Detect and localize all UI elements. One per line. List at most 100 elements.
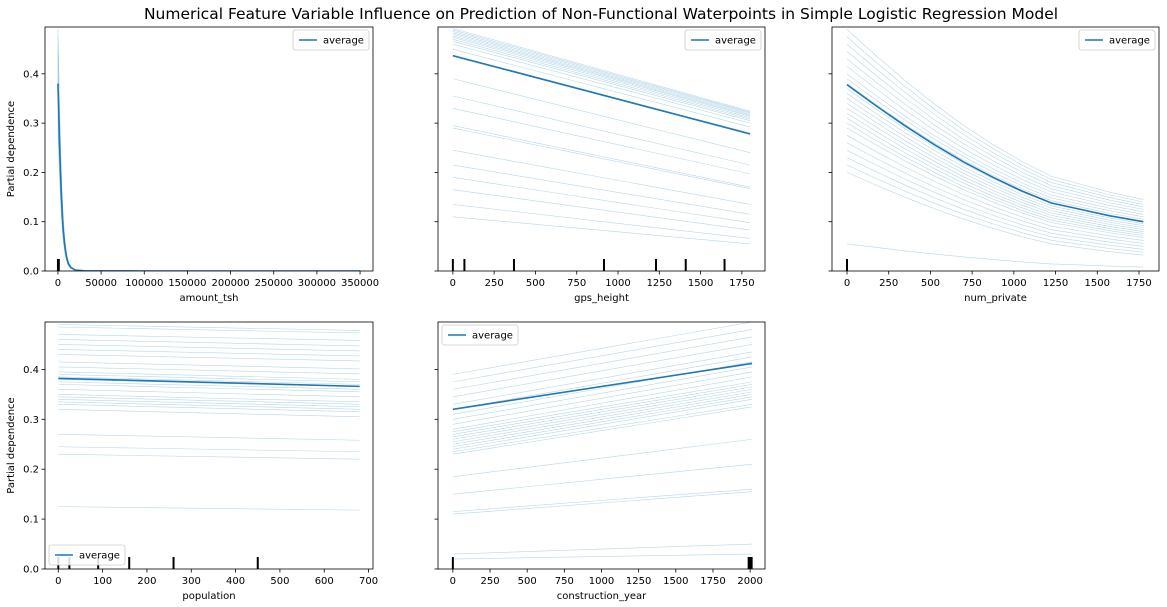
legend: average	[48, 544, 126, 566]
legend-frame	[684, 29, 762, 51]
subplot-population: 0 100 200 300 400 500 600 700 0.0 0.1 0.2 0.3 0.4 pop…	[6, 321, 378, 602]
ice-curve	[57, 113, 361, 271]
x-axis-label: num_private	[964, 293, 1027, 304]
ice-curve	[57, 103, 361, 271]
ice-curve	[452, 78, 751, 153]
ice-curve	[452, 376, 753, 430]
legend: average	[292, 29, 370, 51]
ice-curve	[57, 81, 361, 271]
ice-curve	[58, 453, 360, 460]
x-tick-label: 750	[555, 576, 574, 587]
ice-curve	[452, 189, 751, 231]
ice-curve	[57, 108, 361, 271]
x-tick-label: 350000	[341, 278, 379, 289]
y-tick-label: 0.1	[23, 515, 39, 526]
ice-curve	[452, 322, 753, 375]
ice-curve	[452, 543, 753, 555]
x-axis-label: gps_height	[574, 293, 629, 304]
ice-curve	[58, 409, 360, 418]
ice-curve	[452, 336, 753, 390]
subplots-grid: 0 50000 100000 150000 200000 250000 300000 3500…	[6, 26, 1160, 602]
legend-frame	[441, 324, 519, 346]
legend: average	[1078, 29, 1156, 51]
ice-curve	[452, 29, 751, 113]
ice-curve	[58, 396, 360, 405]
axes-frame	[44, 321, 374, 570]
ice-curve	[452, 396, 753, 448]
ice-curve	[846, 44, 1144, 205]
ice-curve	[452, 344, 753, 398]
x-tick-label: 500	[526, 278, 545, 289]
figure-title: Numerical Feature Variable Influence on …	[144, 5, 1058, 23]
x-tick-label: 1250	[626, 576, 651, 587]
ice-curve	[57, 59, 361, 271]
ice-curve	[846, 243, 1144, 268]
ice-curve	[846, 108, 1144, 230]
subplot-num_private: 0 250 500 750 1000 1250 1500 1750 num_private ave…	[828, 26, 1160, 304]
y-axis-label: Partial dependence	[6, 101, 17, 197]
ice-curve	[57, 44, 361, 271]
y-tick-label: 0.4	[23, 365, 39, 376]
y-tick-label: 0.0	[23, 267, 39, 278]
x-tick-label: 0	[450, 576, 456, 587]
x-tick-label: 100	[93, 576, 112, 587]
ice-curve	[452, 351, 753, 405]
x-tick-label: 700	[359, 576, 378, 587]
average-line	[58, 377, 360, 388]
x-tick-label: 500	[518, 576, 537, 587]
ice-curve	[57, 54, 361, 271]
ice-curve	[452, 438, 753, 477]
ice-curve	[846, 103, 1144, 228]
x-tick-label: 1500	[688, 278, 713, 289]
ice-curve	[57, 123, 361, 271]
ice-curve	[58, 324, 360, 331]
x-tick-label: 100000	[125, 278, 163, 289]
x-tick-label: 200000	[211, 278, 249, 289]
y-tick-label: 0.2	[23, 168, 39, 179]
average-line	[452, 54, 751, 135]
ice-curve	[846, 164, 1144, 253]
ice-curve	[452, 48, 751, 128]
ice-curve	[452, 43, 751, 124]
ice-curve	[57, 93, 361, 271]
y-tick-label: 0.2	[23, 465, 39, 476]
ice-curve	[452, 108, 751, 175]
plot-area	[56, 29, 361, 271]
ice-curve	[452, 386, 753, 438]
ice-curve	[846, 58, 1144, 210]
ice-curve	[452, 95, 751, 166]
ice-curve	[846, 149, 1144, 247]
axes-frame	[437, 321, 766, 570]
ice-curve	[452, 216, 751, 245]
legend-frame	[48, 544, 126, 566]
x-tick-label: 500	[270, 576, 289, 587]
ice-curve	[57, 49, 361, 271]
x-tick-label: 1000	[605, 278, 630, 289]
legend-label: average	[472, 331, 513, 342]
ice-curve	[57, 29, 361, 271]
ice-curve	[846, 66, 1144, 213]
ice-curve	[57, 36, 361, 271]
subplot-gps_height: 0 250 500 750 1000 1250 1500 1750 gps_height aver…	[434, 26, 766, 304]
y-tick-label: 0.0	[23, 565, 39, 576]
plot-area	[846, 29, 1144, 271]
ice-curve	[58, 326, 360, 334]
ice-curve	[452, 39, 751, 120]
ice-curve	[846, 172, 1144, 256]
ice-curve	[57, 68, 361, 271]
ice-curve	[846, 117, 1144, 234]
ice-curve	[58, 349, 360, 357]
ice-curve	[452, 384, 753, 435]
ice-curve	[452, 177, 751, 223]
x-tick-label: 1000	[589, 576, 614, 587]
ice-curve	[846, 142, 1144, 244]
ice-curve	[58, 506, 360, 511]
x-tick-label: 1500	[663, 576, 688, 587]
ice-curve	[58, 399, 360, 408]
ice-curve	[452, 391, 753, 443]
x-tick-label: 0	[55, 576, 61, 587]
ice-curve	[452, 32, 751, 115]
average-line	[452, 362, 753, 411]
ice-curve	[846, 78, 1144, 218]
ice-curve	[57, 128, 361, 271]
